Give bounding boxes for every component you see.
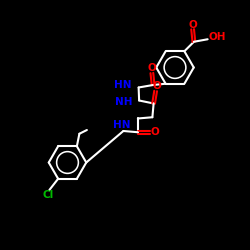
Text: OH: OH: [208, 32, 226, 42]
Text: O: O: [188, 20, 197, 30]
Text: O: O: [152, 82, 161, 92]
Text: Cl: Cl: [42, 190, 54, 200]
Text: HN: HN: [114, 80, 132, 90]
Text: NH: NH: [114, 98, 132, 108]
Text: HN: HN: [114, 120, 131, 130]
Text: O: O: [147, 64, 156, 74]
Text: O: O: [150, 127, 159, 137]
